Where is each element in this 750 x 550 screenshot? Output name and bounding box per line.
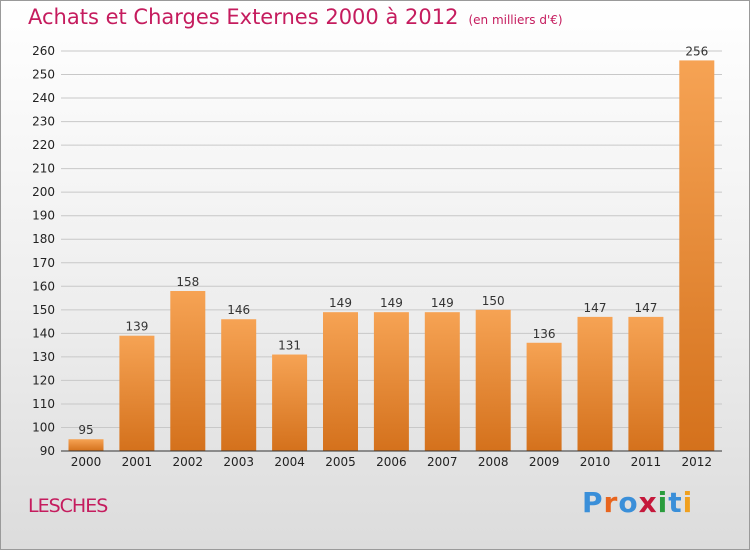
x-tick-label-2008: 2008 [478,455,509,469]
y-tick-label: 120 [32,373,55,387]
y-tick-label: 130 [32,350,55,364]
bar-2003 [221,319,257,451]
x-tick-label-2006: 2006 [376,455,407,469]
data-label-2007: 149 [431,296,454,310]
logo-letter: i [682,486,694,519]
y-tick-label: 230 [32,115,55,129]
logo-letter: P [582,486,604,519]
data-label-2005: 149 [329,296,352,310]
bar-2005 [323,312,358,451]
x-tick-label-2007: 2007 [427,455,458,469]
logo-letter: r [603,486,619,519]
y-tick-label: 160 [32,279,55,293]
x-tick-label-2009: 2009 [529,455,560,469]
bar-2009 [526,342,562,451]
y-tick-label: 260 [32,44,55,58]
bars [68,60,715,451]
chart-title: Achats et Charges Externes 2000 à 2012 (e… [28,5,563,29]
bar-2001 [119,335,155,451]
x-tick-label-2002: 2002 [173,455,204,469]
y-tick-label: 90 [40,444,55,458]
bar-2012 [679,60,715,451]
bar-2006 [373,312,409,451]
data-label-2006: 149 [380,296,403,310]
y-tick-label: 220 [32,138,55,152]
y-tick-label: 170 [32,256,55,270]
chart-unit: (en milliers d'€) [468,13,563,27]
data-label-2004: 131 [278,339,301,353]
x-axis: 2000 2001 2002 2003 2004 2005 2006 2007 2008 2009… [71,455,712,469]
x-tick-label-2004: 2004 [274,455,305,469]
bar-2011 [628,316,664,451]
data-label-2011: 147 [634,301,657,315]
logo-letter: i [657,486,669,519]
y-tick-label: 200 [32,185,55,199]
bar-2004 [272,354,308,451]
y-tick-label: 210 [32,162,55,176]
y-tick-label: 240 [32,91,55,105]
proxiti-logo: Proxiti [582,486,693,519]
x-tick-label-2010: 2010 [580,455,611,469]
y-tick-label: 250 [32,68,55,82]
y-tick-label: 150 [32,303,55,317]
data-label-2010: 147 [584,301,607,315]
chart-title-text: Achats et Charges Externes 2000 à 2012 [28,5,459,29]
commune-name: LESCHES [28,495,108,517]
x-tick-label-2000: 2000 [71,455,102,469]
logo-letter: t [668,486,683,519]
data-labels: 95 139 158 146 131 149 149 149 150 136 147 147 256 [78,44,708,437]
y-tick-label: 100 [32,420,55,434]
logo-letter: x [638,486,658,519]
x-tick-label-2012: 2012 [682,455,713,469]
bar-2008 [475,309,511,451]
data-label-2002: 158 [176,275,199,289]
data-label-2009: 136 [533,327,556,341]
y-tick-label: 190 [32,209,55,223]
data-label-2000: 95 [78,423,93,437]
y-tick-label: 140 [32,326,55,340]
data-label-2001: 139 [125,320,148,334]
bar-2002 [170,291,206,451]
data-label-2003: 146 [227,303,250,317]
bar-2007 [424,312,460,451]
bar-2010 [577,316,613,451]
x-tick-label-2011: 2011 [631,455,662,469]
bar-2000 [68,439,104,451]
y-tick-label: 110 [32,397,55,411]
data-label-2012: 256 [685,44,708,58]
y-axis: 90 100 110 120 130 140 150 160 170 180 190 200 210 22… [32,44,55,458]
x-tick-label-2005: 2005 [325,455,356,469]
x-tick-label-2003: 2003 [223,455,254,469]
y-tick-label: 180 [32,232,55,246]
logo-letter: o [618,486,639,519]
data-label-2008: 150 [482,294,505,308]
x-tick-label-2001: 2001 [122,455,153,469]
